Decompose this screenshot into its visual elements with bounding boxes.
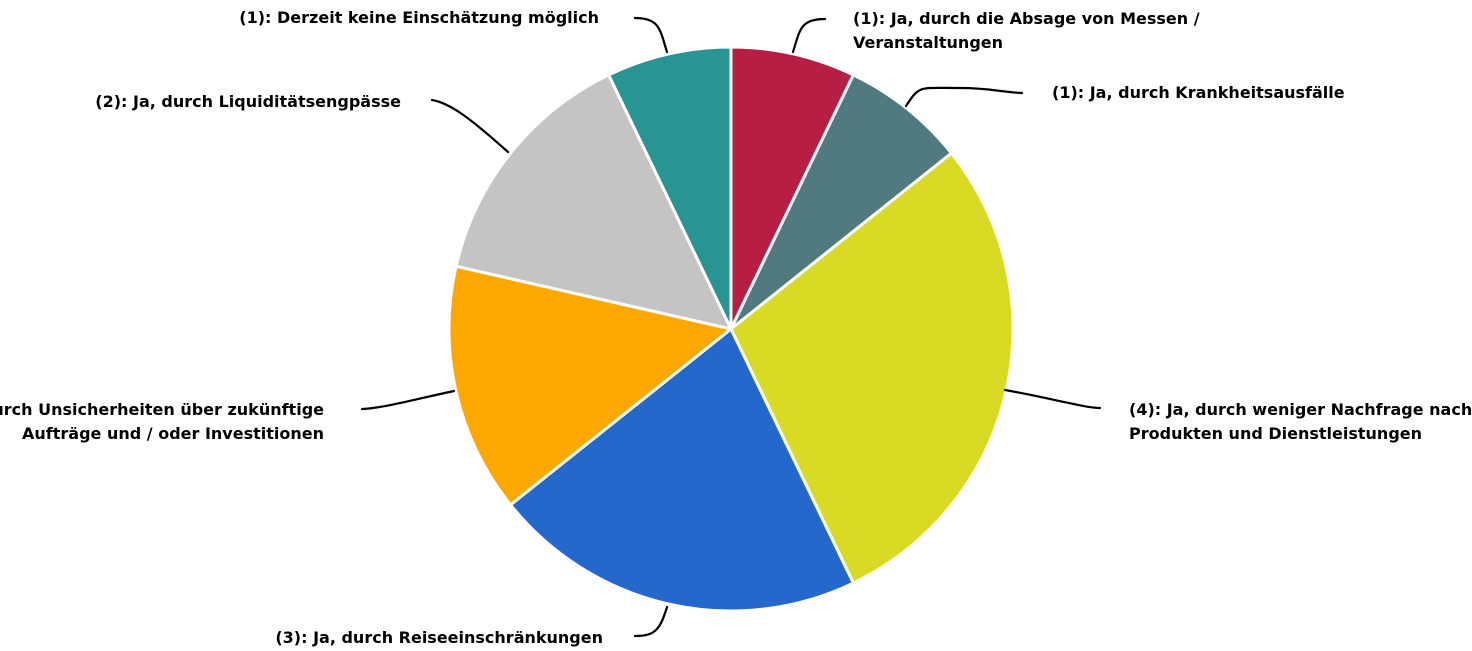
slice-label-line: (3): Ja, durch Reiseeinschränkungen [275,628,603,647]
slice-labels: (1): Ja, durch die Absage von Messen / Ve… [0,8,1472,647]
pie-slice [454,73,733,331]
slice-label-line: (1): Derzeit keine Einschätzung möglich [239,8,599,27]
slice-label: (4): Ja, durch weniger Nachfrage nach Pro… [1129,400,1472,443]
slice-label: (2): Ja, durch Unsicherheiten über zukün… [0,400,324,443]
slice-label-line: (2): Ja, durch Liquiditätsengpässe [95,92,401,111]
slice-label-line: Veranstaltungen [853,33,1003,52]
pie-slice [447,264,733,507]
leader-line [633,16,669,54]
leader-line [904,86,1024,108]
leader-line [791,17,827,54]
slice-label-line: (4): Ja, durch weniger Nachfrage nach [1129,400,1472,419]
slice-label-line: Aufträge und / oder Investitionen [22,424,324,443]
pie-slice [729,151,1015,585]
slice-label: (1): Derzeit keine Einschätzung möglich [239,8,599,27]
pie-slice [729,45,855,331]
leader-lines [360,16,1102,638]
slice-label-line: (1): Ja, durch die Absage von Messen / [853,9,1200,28]
pie-slice [607,45,733,331]
slice-label-line: Produkten und Dienstleistungen [1129,424,1422,443]
slice-label: (2): Ja, durch Liquiditätsengpässe [95,92,401,111]
pie-slice [509,327,855,613]
slice-label-line: (1): Ja, durch Krankheitsausfälle [1052,83,1345,102]
leader-line [633,605,669,638]
slice-label: (1): Ja, durch Krankheitsausfälle [1052,83,1345,102]
leader-line [1003,388,1102,410]
slice-label: (3): Ja, durch Reiseeinschränkungen [275,628,603,647]
slice-label-line: (2): Ja, durch Unsicherheiten über zukün… [0,400,324,419]
pie-slices [447,45,1015,613]
leader-line [430,98,510,154]
slice-label: (1): Ja, durch die Absage von Messen / Ve… [853,9,1200,52]
pie-slice [729,73,953,331]
leader-line [360,389,456,411]
